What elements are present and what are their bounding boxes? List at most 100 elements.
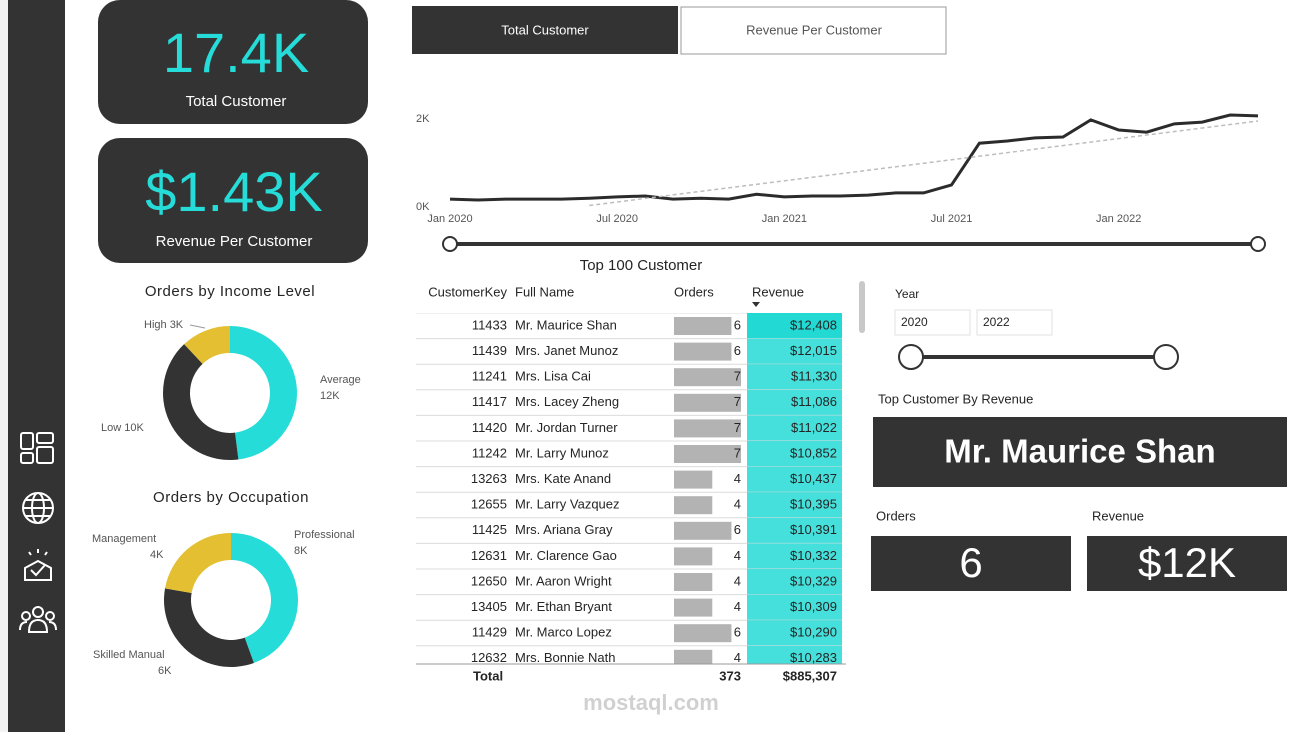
slice-value: 6K <box>158 665 172 677</box>
chart-title: Orders by Income Level <box>145 283 315 300</box>
revenue-cell <box>747 569 842 595</box>
table-title: Top 100 Customer <box>580 257 703 274</box>
cell-name: Mr. Marco Lopez <box>515 625 612 640</box>
label-name: High <box>144 319 167 331</box>
card <box>871 536 1071 591</box>
slicer-input[interactable] <box>976 309 1053 336</box>
revenue-cell <box>747 338 842 365</box>
cell-name: Mrs. Ariana Gray <box>515 522 613 537</box>
data-line <box>449 113 1259 202</box>
x-tick-label: Jan 2020 <box>427 213 472 225</box>
card <box>1087 536 1287 591</box>
cell-name: Mr. Maurice Shan <box>515 317 617 332</box>
cell-key: 11241 <box>472 369 507 384</box>
orders-bar <box>674 573 713 591</box>
revenue-cell <box>747 466 842 493</box>
cell-name: Mr. Jordan Turner <box>515 420 618 435</box>
slider-handle[interactable] <box>442 236 458 252</box>
tab-label[interactable]: Total Customer <box>501 22 589 37</box>
cell-orders: 4 <box>734 650 741 665</box>
orders-bar <box>674 470 713 489</box>
slider-handle[interactable] <box>898 344 924 370</box>
orders-bar <box>674 521 732 540</box>
revenue-cell <box>747 517 842 544</box>
cell-name: Mr. Larry Munoz <box>515 445 609 460</box>
slice-label: High 3K <box>144 319 184 331</box>
cell-revenue: $11,086 <box>791 394 837 409</box>
slice[interactable] <box>231 533 299 663</box>
slicer-start[interactable]: 2020 <box>901 315 928 329</box>
slice[interactable] <box>184 326 230 364</box>
cell-orders: 4 <box>734 497 741 512</box>
cell-orders: 4 <box>734 573 741 588</box>
orders-bar <box>674 393 741 412</box>
x-tick-label: Jan 2022 <box>1096 213 1141 225</box>
kpi-card: 17.4K Total Customer <box>98 0 368 124</box>
orders-bar <box>674 547 713 566</box>
slice-label: Professional <box>294 529 355 541</box>
cell-name: Mrs. Kate Anand <box>515 471 611 486</box>
sidebar <box>8 0 65 732</box>
slice[interactable] <box>165 533 231 594</box>
revenue-cell <box>747 543 842 569</box>
edge <box>0 0 8 732</box>
donut <box>162 326 297 460</box>
column-header[interactable]: CustomerKey <box>428 284 507 299</box>
slice-value: 12K <box>320 390 340 402</box>
orders-bar <box>674 624 732 643</box>
slice[interactable] <box>230 326 297 460</box>
leader <box>189 324 206 329</box>
donut <box>164 533 299 667</box>
cell-orders: 7 <box>734 420 741 435</box>
slice[interactable] <box>162 344 239 460</box>
orders-bar <box>674 368 741 387</box>
slice[interactable] <box>164 588 254 667</box>
slider-handle[interactable] <box>1250 236 1266 252</box>
tab[interactable] <box>680 6 947 55</box>
cell-key: 12631 <box>471 548 507 563</box>
cell-key: 11433 <box>472 317 507 332</box>
orders-bar <box>674 317 732 335</box>
kpi-value: 17.4K <box>163 21 309 84</box>
cell-revenue: $10,309 <box>790 599 837 614</box>
y-tick-label: 2K <box>416 113 430 125</box>
column-header[interactable]: Orders <box>674 284 714 299</box>
x-tick-label: Jul 2020 <box>596 213 638 225</box>
orders-bar <box>674 445 741 463</box>
cell-revenue: $10,290 <box>790 625 837 640</box>
cell-orders: 7 <box>734 369 741 384</box>
cell-revenue: $12,408 <box>790 317 837 332</box>
slice-value: 8K <box>294 545 308 557</box>
orders-bar <box>674 598 713 617</box>
column-header[interactable]: Full Name <box>515 284 574 299</box>
column-header[interactable]: Revenue <box>752 284 804 299</box>
cell-key: 13405 <box>471 599 507 614</box>
cell-name: Mrs. Bonnie Nath <box>515 650 615 665</box>
table-body: 11433 Mr. Maurice Shan 6 $12,408 11439 Mrs. J… <box>416 313 842 665</box>
kpi-label: Revenue Per Customer <box>156 233 313 250</box>
orders-bar <box>674 649 713 664</box>
line-chart: 0K 2K Jan 2020 Jul 2020 Jan 2021 Jul 2021 Jan … <box>416 113 1259 225</box>
scrollbar[interactable] <box>859 281 865 333</box>
cell-orders: 6 <box>734 343 741 358</box>
x-tick-label: Jul 2021 <box>931 213 973 225</box>
cell-revenue: $10,283 <box>790 650 837 665</box>
cell-name: Mr. Ethan Bryant <box>515 599 612 614</box>
label-value: 10K <box>124 422 144 434</box>
card-title: Revenue <box>1092 508 1144 523</box>
slice-label: Low 10K <box>101 422 144 434</box>
tab-active[interactable] <box>412 6 678 54</box>
tab-label[interactable]: Revenue Per Customer <box>746 22 883 37</box>
x-tick-label: Jan 2021 <box>762 213 807 225</box>
cell-name: Mr. Aaron Wright <box>515 573 612 588</box>
kpi-label: Total Customer <box>186 93 287 110</box>
label-value: 3K <box>170 319 184 331</box>
slicer-input[interactable] <box>894 309 971 336</box>
slider-handle[interactable] <box>1153 344 1179 370</box>
cell-revenue: $10,395 <box>790 497 837 512</box>
cell-orders: 4 <box>734 548 741 563</box>
nav-icons[interactable] <box>19 432 57 633</box>
revenue-cell <box>747 415 842 441</box>
slicer-end[interactable]: 2022 <box>983 315 1010 329</box>
